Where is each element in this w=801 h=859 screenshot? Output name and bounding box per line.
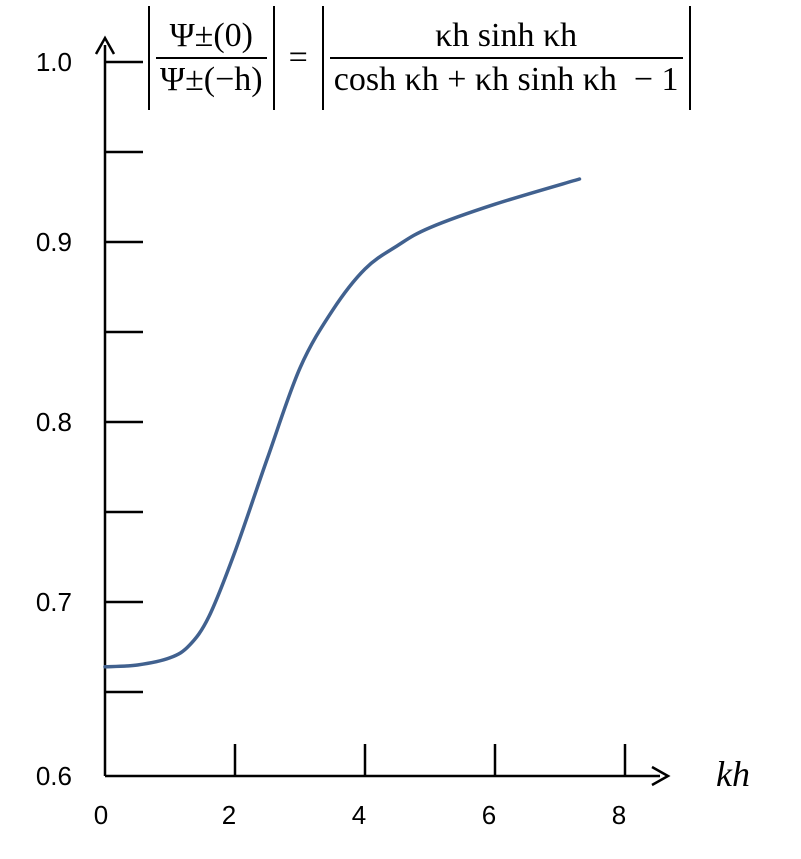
- x-tick-label: 6: [482, 800, 496, 830]
- rhs-abs: κh sinh κh cosh κh + κh sinh κh − 1: [321, 6, 691, 110]
- x-tick-label: 8: [612, 800, 626, 830]
- y-tick-label: 1.0: [36, 47, 72, 77]
- series-line-ratio: [103, 177, 582, 669]
- x-axis-label: kh: [716, 754, 750, 794]
- lhs-abs: Ψ±(0) Ψ±(−h): [148, 6, 275, 110]
- rhs-numerator: κh sinh κh: [435, 17, 578, 54]
- lhs-numerator: Ψ±(0): [169, 17, 253, 54]
- y-tick-label: 0.8: [36, 407, 72, 437]
- equals-sign: =: [288, 39, 308, 76]
- y-tick-label: 0.9: [36, 227, 72, 257]
- x-tick-label: 4: [352, 800, 366, 830]
- formula: Ψ±(0) Ψ±(−h) = κh sinh κh cosh κh + κh s…: [148, 6, 691, 110]
- y-tick-label: 0.7: [36, 587, 72, 617]
- x-tick-label: 0: [94, 800, 108, 830]
- lhs-denominator: Ψ±(−h): [156, 57, 267, 99]
- y-tick-label: 0.6: [36, 761, 72, 791]
- y-axis-arrow-icon: [94, 35, 116, 55]
- x-tick-label: 2: [222, 800, 236, 830]
- x-axis-arrow-icon: [651, 765, 671, 787]
- rhs-denominator: cosh κh + κh sinh κh − 1: [329, 57, 683, 99]
